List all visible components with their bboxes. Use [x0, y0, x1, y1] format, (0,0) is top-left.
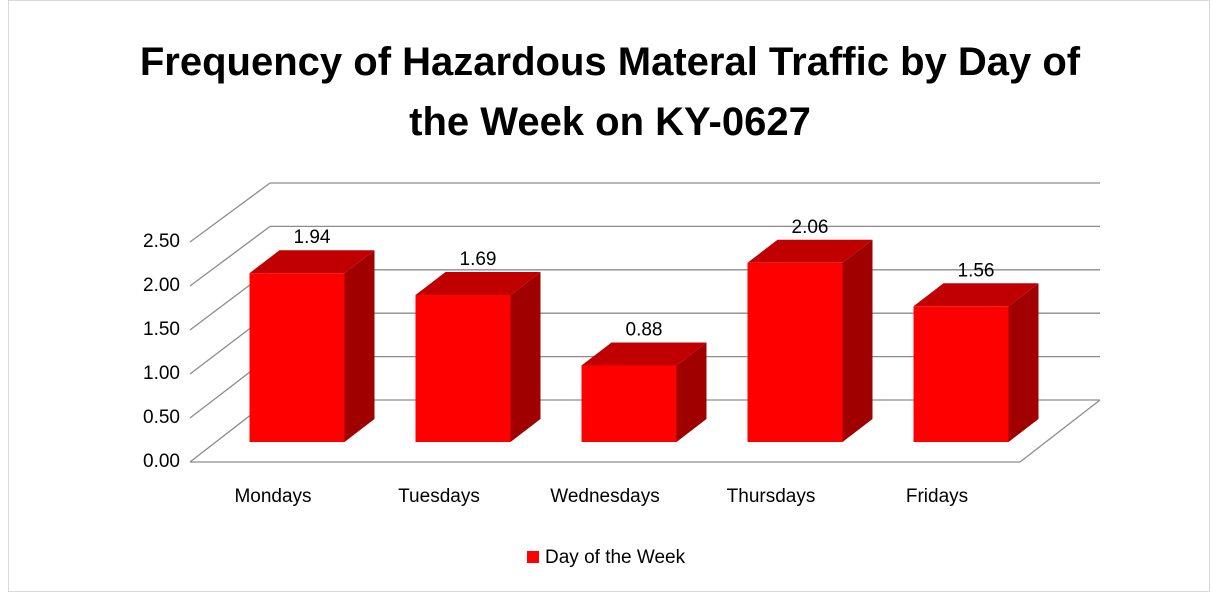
bar-top — [747, 239, 873, 263]
bar — [249, 273, 345, 442]
data-label: 2.06 — [792, 217, 829, 238]
y-tick-label: 0.00 — [143, 451, 180, 472]
bar-top — [913, 283, 1039, 307]
legend-swatch — [527, 551, 539, 563]
x-tick-label: Thursdays — [727, 486, 816, 507]
bar-side — [842, 239, 873, 442]
data-label: 1.56 — [958, 260, 995, 281]
bar-side — [1008, 283, 1039, 442]
x-tick-label: Tuesdays — [398, 486, 480, 507]
y-tick-label: 1.00 — [143, 363, 180, 384]
y-tick-label: 1.50 — [143, 319, 180, 340]
chart-title: Frequency of Hazardous Materal Traffic b… — [139, 40, 1081, 144]
bar-top — [581, 342, 707, 366]
x-tick-label: Fridays — [906, 486, 968, 507]
grid-line — [189, 225, 271, 287]
x-tick-label: Mondays — [234, 486, 311, 507]
bar-side — [344, 250, 375, 442]
data-label: 0.88 — [626, 319, 663, 340]
y-tick-label: 0.50 — [143, 407, 180, 428]
y-tick-label: 2.50 — [143, 231, 180, 252]
grid-line — [189, 182, 271, 243]
bar — [913, 306, 1009, 442]
bar-side — [510, 271, 541, 442]
x-tick-label: Wednesdays — [550, 486, 660, 507]
data-label: 1.69 — [460, 249, 497, 270]
bar — [747, 262, 843, 442]
bar-top — [415, 271, 541, 295]
bar — [581, 365, 677, 442]
data-label: 1.94 — [294, 227, 331, 248]
bar-top — [249, 250, 375, 274]
bar-side — [676, 342, 707, 442]
floor-edge — [1019, 399, 1101, 463]
legend-label: Day of the Week — [545, 547, 686, 568]
bar — [415, 294, 511, 442]
y-tick-label: 2.00 — [143, 275, 180, 296]
